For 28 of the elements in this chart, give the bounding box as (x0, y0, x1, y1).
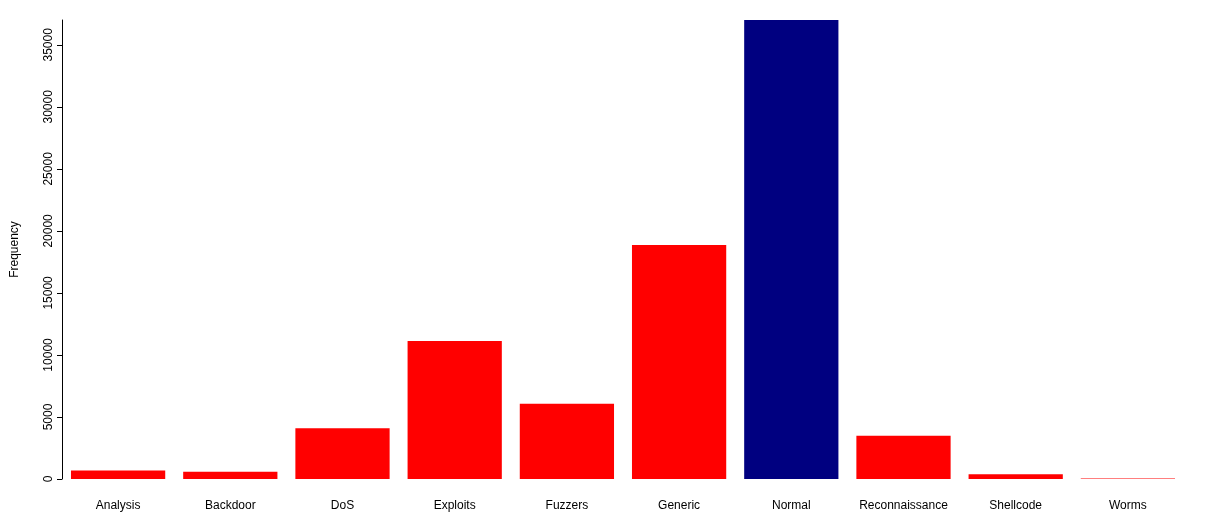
y-tick-label: 10000 (41, 337, 55, 372)
x-tick-label: Exploits (433, 498, 476, 512)
y-axis-title: Frequency (7, 221, 21, 278)
y-tick-label: 30000 (41, 89, 55, 124)
bar (407, 340, 502, 479)
y-tick-label: 5000 (41, 403, 55, 431)
y-tick-label: 35000 (41, 27, 55, 62)
x-tick-label: Analysis (95, 498, 141, 512)
x-tick-label: Shellcode (989, 498, 1043, 512)
y-tick-label: 15000 (41, 275, 55, 310)
bar (631, 244, 727, 479)
bar (744, 20, 839, 479)
x-tick-label: Reconnaissance (859, 498, 949, 512)
bar (519, 403, 615, 479)
bar (856, 435, 951, 479)
x-tick-label: Fuzzers (545, 498, 589, 512)
bar (70, 470, 166, 479)
x-tick-label: Generic (658, 498, 701, 512)
y-tick-label: 25000 (41, 151, 55, 186)
x-tick-label: Worms (1109, 498, 1147, 512)
x-tick-label: Normal (771, 498, 811, 512)
x-tick-label: DoS (330, 498, 355, 512)
bar (295, 428, 390, 479)
bar (968, 474, 1063, 479)
y-tick-label: 20000 (41, 213, 55, 248)
y-tick-label: 0 (41, 475, 55, 483)
bar (183, 471, 278, 479)
x-tick-label: Backdoor (204, 498, 256, 512)
